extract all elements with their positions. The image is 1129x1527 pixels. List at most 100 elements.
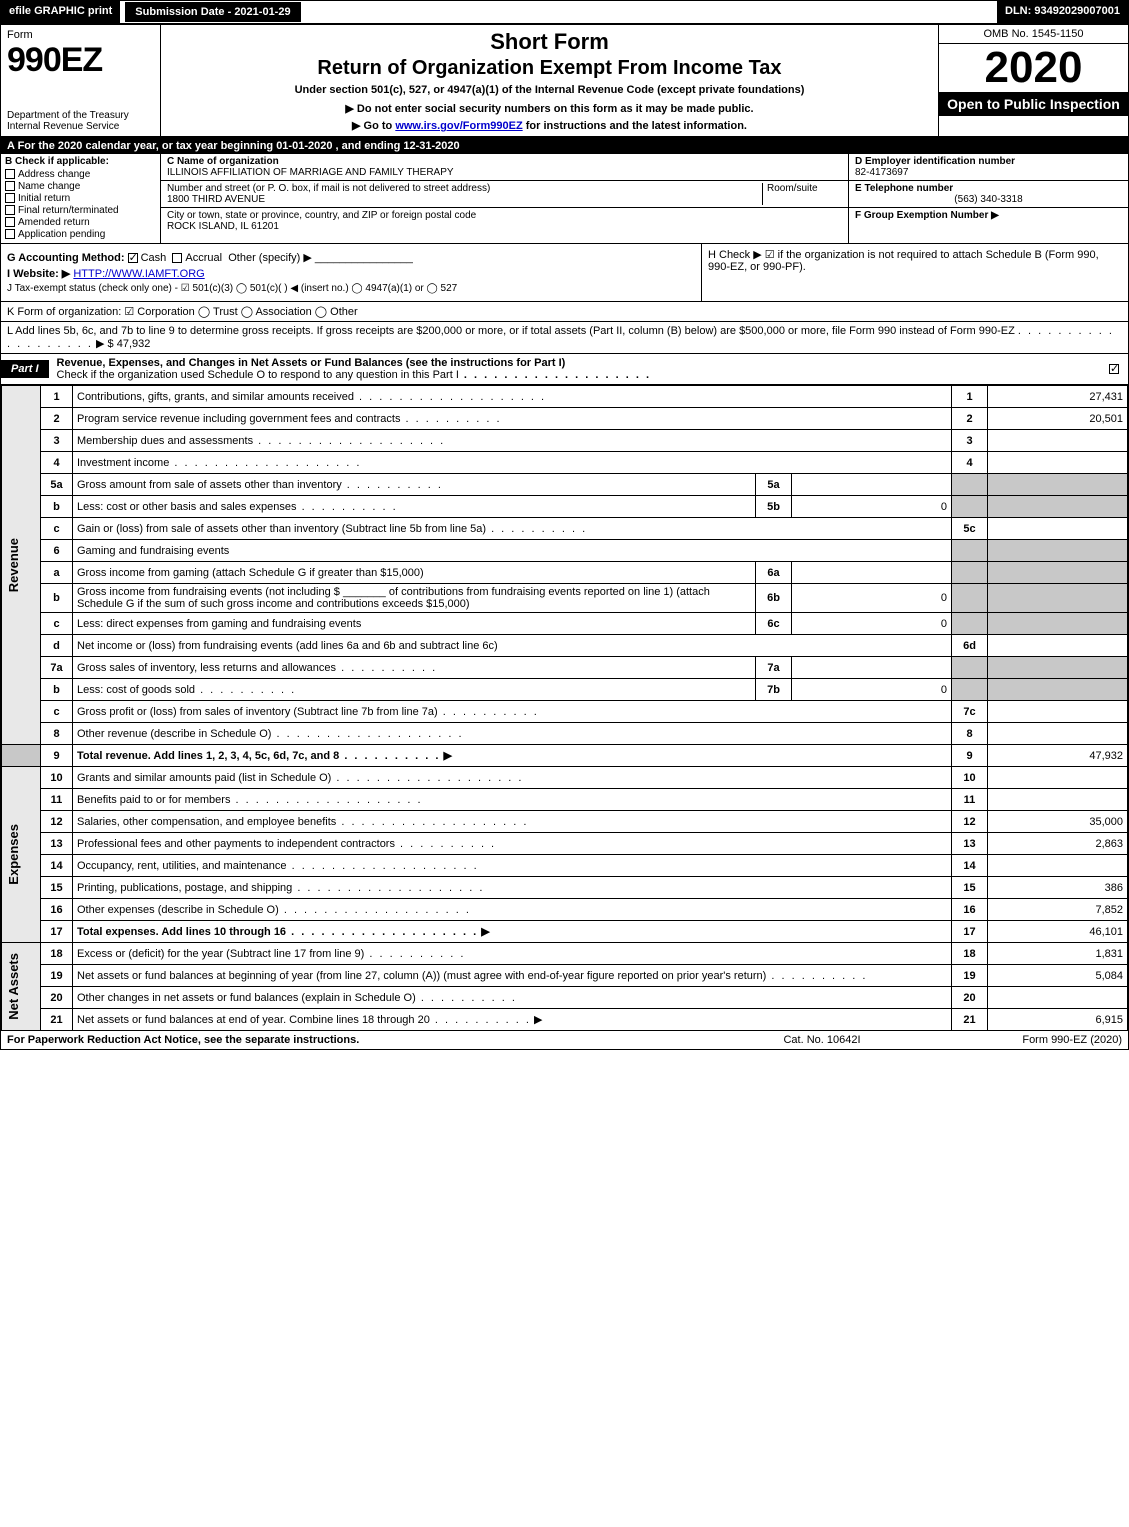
line-10: Expenses 10 Grants and similar amounts p…	[2, 767, 1128, 789]
efile-print-label[interactable]: efile GRAPHIC print	[1, 1, 120, 23]
part-1-title: Revenue, Expenses, and Changes in Net As…	[49, 354, 1103, 384]
i-website: I Website: ▶ HTTP://WWW.IAMFT.ORG	[7, 267, 695, 280]
chk-accrual[interactable]	[172, 253, 182, 263]
chk-cash[interactable]	[128, 253, 138, 263]
form-header: Form 990EZ Department of the Treasury In…	[1, 25, 1128, 138]
chk-initial-return[interactable]: Initial return	[5, 193, 156, 204]
row-a-tax-year: A For the 2020 calendar year, or tax yea…	[1, 138, 1128, 154]
line-5b: b Less: cost or other basis and sales ex…	[2, 496, 1128, 518]
chk-amended-return[interactable]: Amended return	[5, 217, 156, 228]
form-990ez-page: efile GRAPHIC print Submission Date - 20…	[0, 0, 1129, 1050]
top-bar: efile GRAPHIC print Submission Date - 20…	[1, 1, 1128, 25]
line-7a: 7a Gross sales of inventory, less return…	[2, 657, 1128, 679]
line-1: Revenue 1 Contributions, gifts, grants, …	[2, 386, 1128, 408]
part-1-sub: Check if the organization used Schedule …	[57, 369, 459, 381]
line-12: 12 Salaries, other compensation, and emp…	[2, 811, 1128, 833]
org-name: ILLINOIS AFFILIATION OF MARRIAGE AND FAM…	[167, 167, 842, 178]
dept-treasury: Department of the Treasury Internal Reve…	[7, 110, 154, 132]
line-4: 4 Investment income 4	[2, 452, 1128, 474]
line-8: 8 Other revenue (describe in Schedule O)…	[2, 723, 1128, 745]
page-footer: For Paperwork Reduction Act Notice, see …	[1, 1031, 1128, 1049]
form-id-footer: Form 990-EZ (2020)	[922, 1034, 1122, 1046]
d-label: D Employer identification number	[855, 156, 1015, 167]
line-7b: b Less: cost of goods sold 7b 0	[2, 679, 1128, 701]
f-label: F Group Exemption Number ▶	[855, 210, 999, 221]
org-city-row: City or town, state or province, country…	[161, 208, 848, 234]
h-schedule-b: H Check ▶ ☑ if the organization is not r…	[701, 244, 1128, 301]
part-1-checkbox[interactable]	[1103, 361, 1128, 377]
ein-value: 82-4173697	[855, 167, 908, 178]
goto-line: ▶ Go to www.irs.gov/Form990EZ for instru…	[169, 119, 930, 132]
l-amount: ▶ $ 47,932	[96, 338, 150, 350]
f-group-row: F Group Exemption Number ▶	[849, 208, 1128, 243]
row-l-gross-receipts: L Add lines 5b, 6c, and 7b to line 9 to …	[1, 322, 1128, 354]
line-18: Net Assets 18 Excess or (deficit) for th…	[2, 943, 1128, 965]
spacer	[302, 1, 997, 23]
line-21: 21 Net assets or fund balances at end of…	[2, 1009, 1128, 1031]
section-c-org: C Name of organization ILLINOIS AFFILIAT…	[161, 154, 848, 243]
j-tax-exempt: J Tax-exempt status (check only one) - ☑…	[7, 283, 695, 294]
open-public-inspection: Open to Public Inspection	[939, 92, 1128, 116]
submission-date: Submission Date - 2021-01-29	[124, 1, 301, 23]
e-phone-row: E Telephone number (563) 340-3318	[849, 181, 1128, 208]
line-11: 11 Benefits paid to or for members 11	[2, 789, 1128, 811]
irs-label: Internal Revenue Service	[7, 121, 119, 132]
line-5a: 5a Gross amount from sale of assets othe…	[2, 474, 1128, 496]
website-link[interactable]: HTTP://WWW.IAMFT.ORG	[73, 268, 204, 280]
mid-section: G Accounting Method: Cash Accrual Other …	[1, 244, 1128, 302]
line-7c: c Gross profit or (loss) from sales of i…	[2, 701, 1128, 723]
line-2: 2 Program service revenue including gove…	[2, 408, 1128, 430]
line-9: 9 Total revenue. Add lines 1, 2, 3, 4, 5…	[2, 745, 1128, 767]
phone-value: (563) 340-3318	[855, 194, 1122, 205]
i-label: I Website: ▶	[7, 268, 70, 280]
section-b-checkboxes: B Check if applicable: Address change Na…	[1, 154, 161, 243]
section-def: D Employer identification number 82-4173…	[848, 154, 1128, 243]
title-return: Return of Organization Exempt From Incom…	[169, 57, 930, 80]
header-left: Form 990EZ Department of the Treasury In…	[1, 25, 161, 136]
subtitle-section: Under section 501(c), 527, or 4947(a)(1)…	[169, 84, 930, 96]
side-revenue: Revenue	[2, 386, 41, 745]
paperwork-notice: For Paperwork Reduction Act Notice, see …	[7, 1034, 722, 1046]
irs-link[interactable]: www.irs.gov/Form990EZ	[395, 120, 522, 132]
goto-pre: ▶ Go to	[352, 120, 395, 132]
part-1-table: Revenue 1 Contributions, gifts, grants, …	[1, 385, 1128, 1031]
d-ein-row: D Employer identification number 82-4173…	[849, 154, 1128, 181]
dln-label: DLN: 93492029007001	[997, 1, 1128, 23]
chk-application-pending[interactable]: Application pending	[5, 229, 156, 240]
line-17: 17 Total expenses. Add lines 10 through …	[2, 921, 1128, 943]
tax-year: 2020	[939, 44, 1128, 92]
org-city: ROCK ISLAND, IL 61201	[167, 221, 842, 232]
form-number: 990EZ	[7, 41, 154, 80]
org-address-row: Number and street (or P. O. box, if mail…	[161, 181, 848, 208]
l-text: L Add lines 5b, 6c, and 7b to line 9 to …	[7, 325, 1015, 337]
b-heading: B Check if applicable:	[5, 156, 156, 167]
dept-label: Department of the Treasury	[7, 110, 129, 121]
e-label: E Telephone number	[855, 183, 953, 194]
chk-final-return[interactable]: Final return/terminated	[5, 205, 156, 216]
cat-number: Cat. No. 10642I	[722, 1034, 922, 1046]
line-13: 13 Professional fees and other payments …	[2, 833, 1128, 855]
line-6a: a Gross income from gaming (attach Sched…	[2, 562, 1128, 584]
header-middle: Short Form Return of Organization Exempt…	[161, 25, 938, 136]
part-1-tag: Part I	[1, 360, 49, 378]
line-6c: c Less: direct expenses from gaming and …	[2, 613, 1128, 635]
line-3: 3 Membership dues and assessments 3	[2, 430, 1128, 452]
addr-label: Number and street (or P. O. box, if mail…	[167, 183, 490, 194]
info-grid: B Check if applicable: Address change Na…	[1, 154, 1128, 244]
g-label: G Accounting Method:	[7, 252, 125, 264]
c-name-label: C Name of organization	[167, 156, 279, 167]
line-14: 14 Occupancy, rent, utilities, and maint…	[2, 855, 1128, 877]
chk-name-change[interactable]: Name change	[5, 181, 156, 192]
part-1-bar: Part I Revenue, Expenses, and Changes in…	[1, 354, 1128, 385]
chk-address-change[interactable]: Address change	[5, 169, 156, 180]
line-6b: b Gross income from fundraising events (…	[2, 584, 1128, 613]
line-16: 16 Other expenses (describe in Schedule …	[2, 899, 1128, 921]
line-6: 6 Gaming and fundraising events	[2, 540, 1128, 562]
line-19: 19 Net assets or fund balances at beginn…	[2, 965, 1128, 987]
line-20: 20 Other changes in net assets or fund b…	[2, 987, 1128, 1009]
title-short-form: Short Form	[169, 29, 930, 55]
line-15: 15 Printing, publications, postage, and …	[2, 877, 1128, 899]
side-net-assets: Net Assets	[2, 943, 41, 1031]
room-label: Room/suite	[767, 183, 818, 194]
org-name-row: C Name of organization ILLINOIS AFFILIAT…	[161, 154, 848, 181]
